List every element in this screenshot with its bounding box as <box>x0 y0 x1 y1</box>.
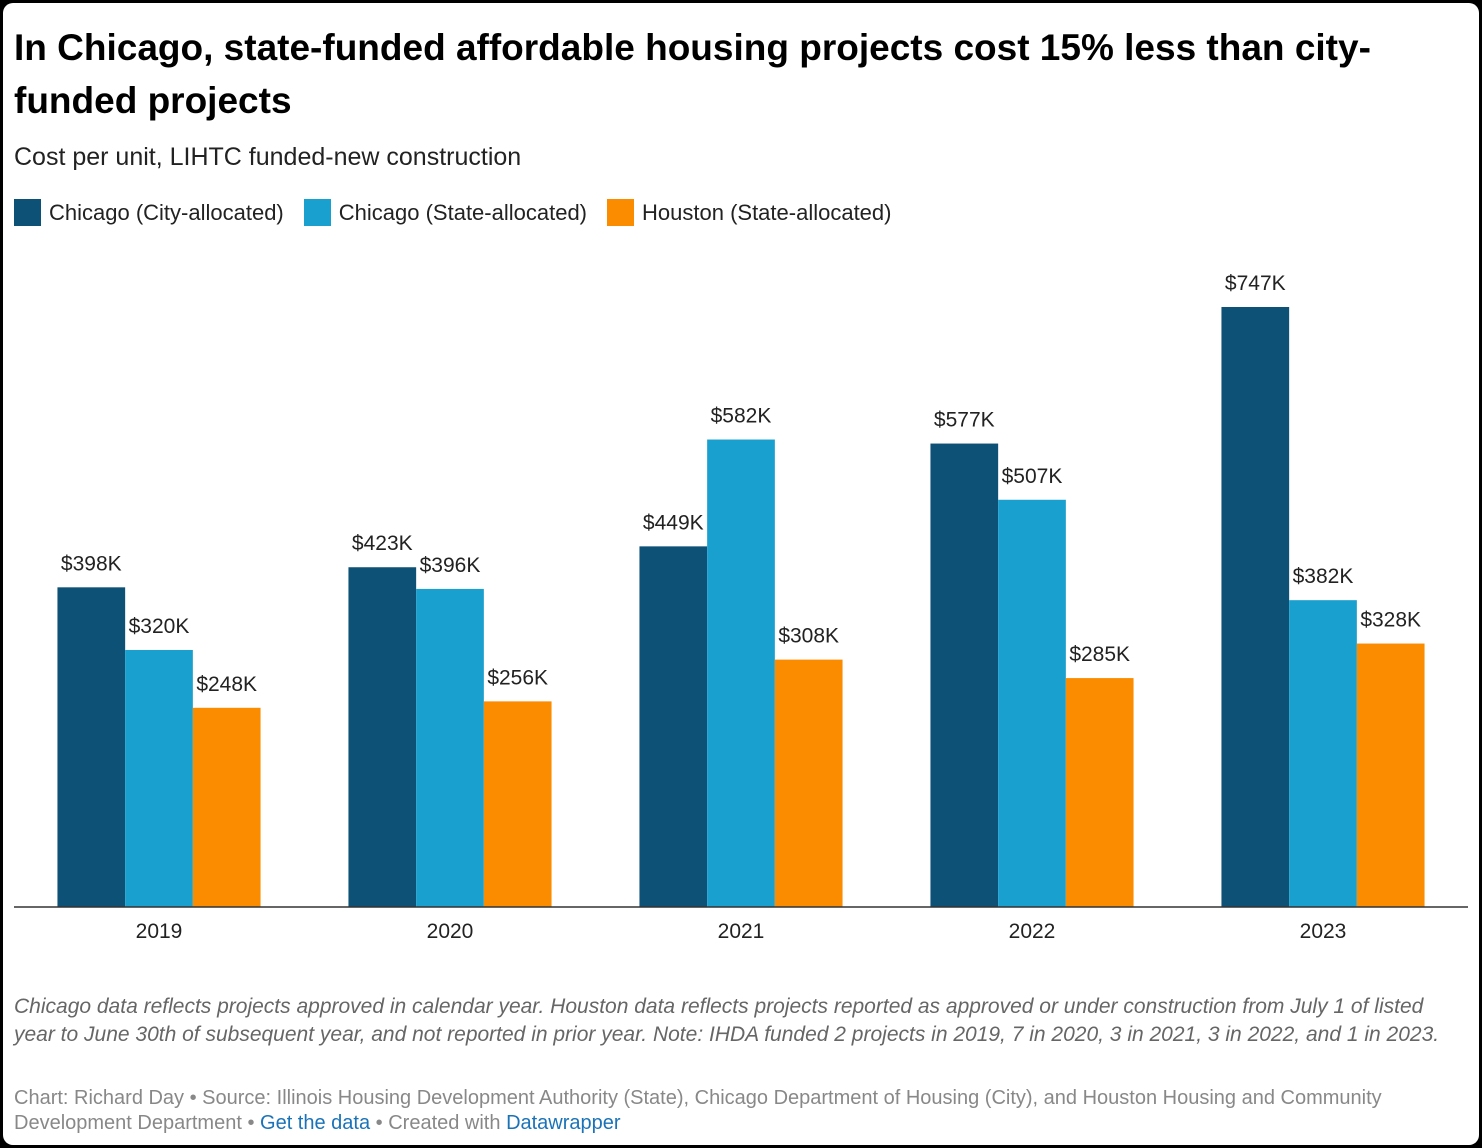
chart-frame: In Chicago, state-funded affordable hous… <box>3 3 1479 1145</box>
value-label: $398K <box>61 552 122 575</box>
legend-label: Houston (State-allocated) <box>642 199 892 225</box>
legend-swatch <box>14 199 41 226</box>
value-label: $747K <box>1225 272 1286 295</box>
value-label: $285K <box>1069 643 1130 666</box>
value-label: $256K <box>487 666 548 689</box>
bar <box>1065 678 1134 907</box>
value-label: $328K <box>1360 609 1421 632</box>
value-label: $382K <box>1293 565 1354 588</box>
legend: Chicago (City-allocated) Chicago (State-a… <box>14 199 891 226</box>
bar <box>1356 643 1425 907</box>
legend-label: Chicago (City-allocated) <box>49 199 284 225</box>
bar <box>416 588 484 907</box>
chart-note: Chicago data reflects projects approved … <box>14 995 1440 1046</box>
datawrapper-link[interactable]: Datawrapper <box>506 1112 621 1134</box>
credits: Chart: Richard Day • Source: Illinois Ho… <box>14 1086 1434 1136</box>
bar <box>1221 307 1290 907</box>
bar <box>639 546 708 907</box>
value-label: $582K <box>711 405 772 428</box>
x-tick-label: 2023 <box>1300 920 1347 943</box>
legend-swatch <box>607 199 635 226</box>
get-data-link[interactable]: Get the data <box>260 1112 371 1134</box>
legend-swatch <box>303 199 331 226</box>
value-label: $308K <box>778 625 839 648</box>
value-label: $248K <box>196 673 257 696</box>
created-with: • Created with <box>375 1112 501 1134</box>
value-label: $577K <box>934 409 995 432</box>
bar <box>57 587 126 907</box>
bar <box>930 443 999 907</box>
credits-text: Chart: Richard Day • Source: Illinois Ho… <box>14 1087 1382 1134</box>
bar <box>125 649 193 907</box>
bar <box>348 567 417 907</box>
plot: $398K $320K $248K 2019 $423K $396K $256K 2020 $4… <box>14 272 1468 943</box>
legend-item: Houston (State-allocated) <box>607 199 891 226</box>
bar <box>483 701 552 907</box>
bar <box>774 659 843 907</box>
bar <box>192 707 261 907</box>
x-tick-label: 2022 <box>1009 920 1056 943</box>
value-label: $507K <box>1002 465 1063 488</box>
bar <box>1289 600 1357 907</box>
value-label: $320K <box>129 615 190 638</box>
x-tick-label: 2019 <box>136 920 183 943</box>
x-tick-label: 2020 <box>427 920 474 943</box>
value-label: $423K <box>352 532 413 555</box>
legend-label: Chicago (State-allocated) <box>338 199 588 225</box>
legend-item: Chicago (City-allocated) <box>14 199 284 226</box>
bar <box>998 499 1066 907</box>
x-tick-label: 2021 <box>718 920 765 943</box>
chart-title: In Chicago, state-funded affordable hous… <box>14 27 1371 121</box>
legend-item: Chicago (State-allocated) <box>303 199 588 226</box>
value-label: $449K <box>643 511 704 534</box>
chart-subtitle: Cost per unit, LIHTC funded-new construc… <box>14 143 522 171</box>
bar <box>707 439 775 907</box>
value-label: $396K <box>420 554 481 577</box>
